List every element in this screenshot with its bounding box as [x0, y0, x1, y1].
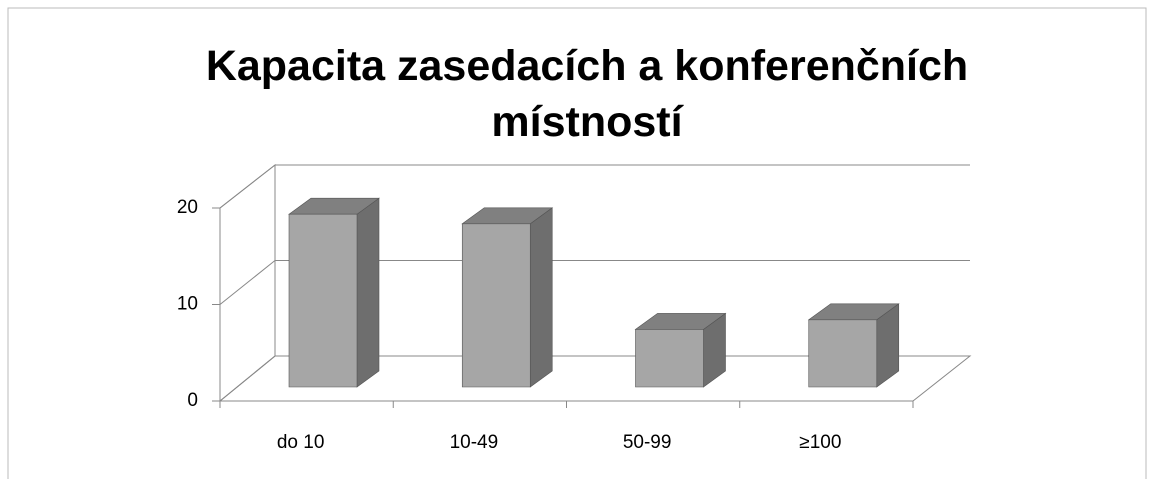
- x-tick-label: ≥100: [799, 432, 841, 453]
- bar-side: [356, 197, 380, 388]
- bar-side: [529, 207, 553, 388]
- x-tick-label: 10-49: [450, 432, 499, 453]
- bar: [634, 312, 727, 388]
- bar: [288, 197, 380, 388]
- bar-front: [461, 223, 531, 388]
- bar-front: [288, 213, 358, 388]
- grid-line: [219, 164, 276, 209]
- chart-border: [7, 7, 1147, 479]
- bar: [807, 303, 900, 388]
- x-tick-label: do 10: [277, 432, 325, 453]
- bar-front: [635, 329, 704, 388]
- grid-line: [219, 355, 276, 402]
- y-tick-label: 0: [187, 390, 198, 411]
- y-tick-label: 20: [177, 197, 198, 218]
- grid-line: [219, 260, 276, 305]
- bar-front: [808, 319, 878, 388]
- y-tick-label: 10: [177, 294, 198, 315]
- bar: [461, 207, 554, 388]
- chart-title: Kapacita zasedacích a konferenčních míst…: [205, 42, 969, 146]
- x-tick-label: 50-99: [623, 432, 672, 453]
